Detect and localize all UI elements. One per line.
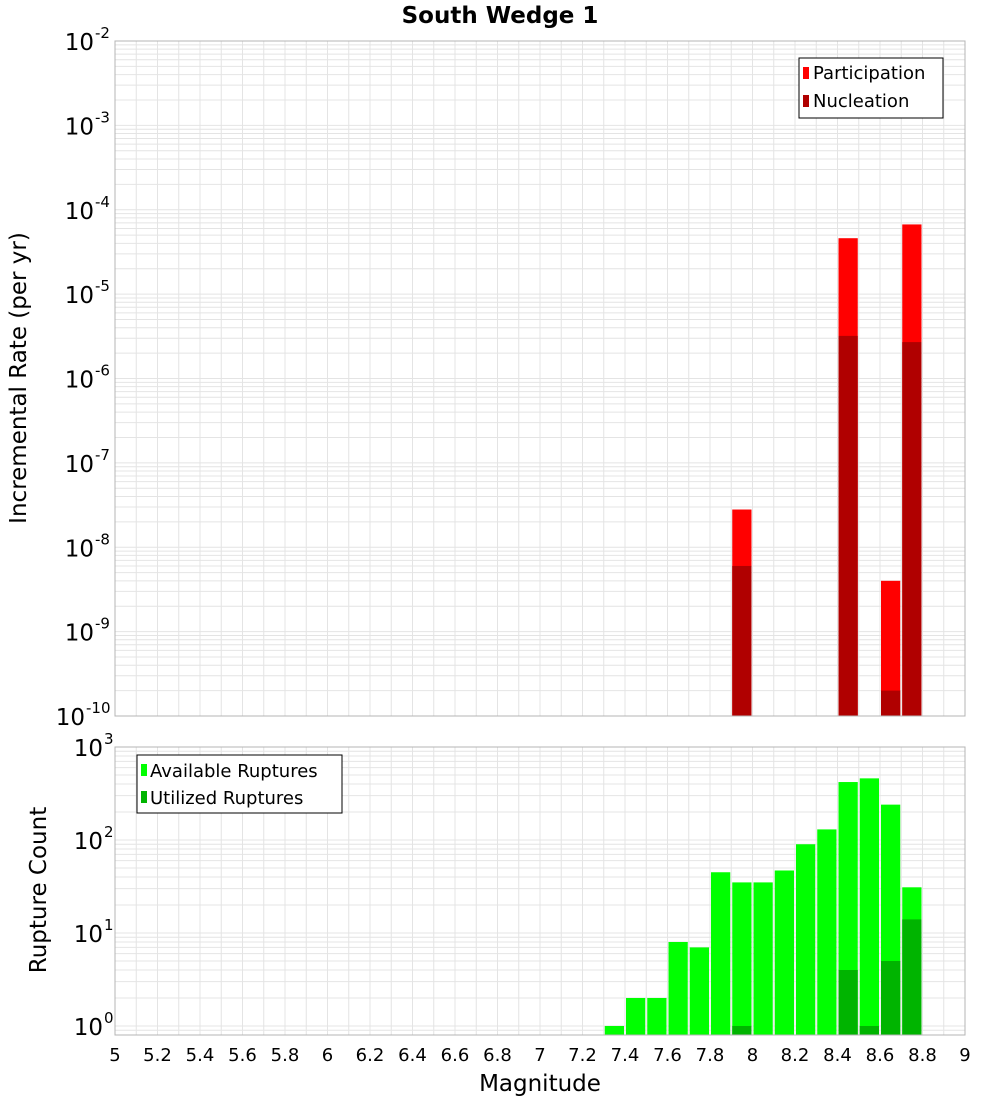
- rate-ytick-label: 10: [56, 705, 85, 731]
- rate-ytick-label: 10: [65, 283, 94, 309]
- x-tick-label: 9: [959, 1045, 970, 1066]
- rate-ytick-exponent: -6: [95, 362, 110, 380]
- count-bar-utilized-ruptures: [902, 919, 922, 1035]
- rate-bar-nucleation: [732, 565, 752, 716]
- count-ytick-exponent: 0: [104, 1009, 114, 1027]
- x-tick-label: 5.6: [228, 1045, 257, 1066]
- x-tick-label: 6.8: [483, 1045, 512, 1066]
- x-tick-label: 6: [322, 1045, 333, 1066]
- legend-label-participation: Participation: [813, 63, 925, 84]
- x-tick-label: 8.4: [823, 1045, 852, 1066]
- count-ytick-label: 10: [74, 1015, 103, 1041]
- rate-ytick-label: 10: [65, 621, 94, 647]
- rate-bar-nucleation: [881, 690, 901, 716]
- count-ytick-exponent: 2: [104, 823, 114, 841]
- count-bar-available-ruptures: [859, 778, 879, 1035]
- count-bar-available-ruptures: [689, 947, 709, 1035]
- legend-label-utilized: Utilized Ruptures: [150, 788, 303, 809]
- legend-swatch-utilized: [141, 791, 147, 803]
- count-bar-available-ruptures: [732, 882, 752, 1035]
- count-plot-xticks: 5 5.2 5.4 5.6 5.8 6 6.2 6.4 6.6 6.8 7 7.2 7.4 7.6 7.8 8…: [109, 1045, 970, 1066]
- rate-ytick-label: 10: [65, 114, 94, 140]
- count-bar-utilized-ruptures: [859, 1025, 879, 1035]
- rate-ytick-label: 10: [65, 30, 94, 56]
- x-tick-label: 5: [109, 1045, 120, 1066]
- x-tick-label: 7.8: [696, 1045, 725, 1066]
- x-tick-label: 5.8: [271, 1045, 300, 1066]
- rate-ytick-exponent: -4: [95, 193, 110, 211]
- count-plot-legend: Available Ruptures Utilized Ruptures: [136, 754, 343, 814]
- x-tick-label: 6.4: [398, 1045, 427, 1066]
- rate-ytick-exponent: -5: [95, 277, 110, 295]
- rate-bar-nucleation: [838, 335, 858, 716]
- rate-bar-participation: [881, 580, 901, 716]
- count-bar-available-ruptures: [604, 1025, 624, 1035]
- count-ytick-label: 10: [74, 736, 103, 762]
- count-bar-available-ruptures: [711, 872, 731, 1035]
- count-ytick-label: 10: [74, 922, 103, 948]
- rate-ytick-label: 10: [65, 368, 94, 394]
- count-bar-available-ruptures: [668, 942, 688, 1035]
- x-tick-label: 6.6: [441, 1045, 470, 1066]
- count-plot-frame: [114, 746, 966, 1036]
- chart-title: South Wedge 1: [402, 3, 599, 29]
- legend-label-available: Available Ruptures: [150, 761, 318, 782]
- rate-ytick-label: 10: [65, 199, 94, 225]
- rate-plot-ylabel: Incremental Rate (per yr): [6, 232, 32, 524]
- x-axis-label: Magnitude: [479, 1071, 601, 1097]
- count-ytick-exponent: 1: [104, 916, 114, 934]
- rate-bar-nucleation: [902, 342, 922, 716]
- legend-swatch-nucleation: [803, 95, 809, 107]
- count-plot-bars: [604, 778, 922, 1035]
- count-bar-available-ruptures: [626, 997, 646, 1035]
- rate-plot-frame: [114, 40, 966, 717]
- count-bar-available-ruptures: [774, 870, 794, 1035]
- count-ytick-label: 10: [74, 829, 103, 855]
- count-ytick-exponent: 3: [104, 730, 114, 748]
- x-tick-label: 8: [747, 1045, 758, 1066]
- rate-ytick-exponent: -10: [86, 699, 111, 717]
- count-bar-available-ruptures: [647, 997, 667, 1035]
- count-bar-utilized-ruptures: [881, 960, 901, 1035]
- count-bar-available-ruptures: [796, 844, 816, 1035]
- rate-ytick-exponent: -3: [95, 108, 110, 126]
- x-tick-label: 8.6: [866, 1045, 895, 1066]
- x-tick-label: 7.2: [568, 1045, 597, 1066]
- legend-label-nucleation: Nucleation: [813, 91, 909, 112]
- count-plot-ylabel: Rupture Count: [26, 807, 52, 973]
- rate-ytick-label: 10: [65, 536, 94, 562]
- x-tick-label: 6.2: [356, 1045, 385, 1066]
- legend-box: [798, 57, 944, 119]
- rate-ytick-exponent: -7: [95, 446, 110, 464]
- count-bar-utilized-ruptures: [838, 969, 858, 1035]
- rate-plot-legend: Participation Nucleation: [798, 57, 944, 119]
- rate-ytick-exponent: -9: [95, 615, 110, 633]
- x-tick-label: 5.2: [143, 1045, 172, 1066]
- x-tick-label: 5.4: [186, 1045, 215, 1066]
- x-tick-label: 7.4: [611, 1045, 640, 1066]
- legend-box: [136, 754, 343, 814]
- legend-swatch-participation: [803, 67, 809, 79]
- x-tick-label: 7: [534, 1045, 545, 1066]
- x-tick-label: 7.6: [653, 1045, 682, 1066]
- rate-plot-bars: [732, 224, 922, 717]
- count-bar-available-ruptures: [753, 882, 773, 1035]
- count-bar-available-ruptures: [817, 829, 837, 1035]
- x-tick-label: 8.2: [781, 1045, 810, 1066]
- rate-ytick-label: 10: [65, 452, 94, 478]
- rate-plot-grid: [114, 40, 966, 717]
- rate-ytick-exponent: -2: [95, 24, 110, 42]
- count-bar-utilized-ruptures: [732, 1025, 752, 1035]
- rate-ytick-exponent: -8: [95, 530, 110, 548]
- legend-swatch-available: [141, 764, 147, 776]
- x-tick-label: 8.8: [908, 1045, 937, 1066]
